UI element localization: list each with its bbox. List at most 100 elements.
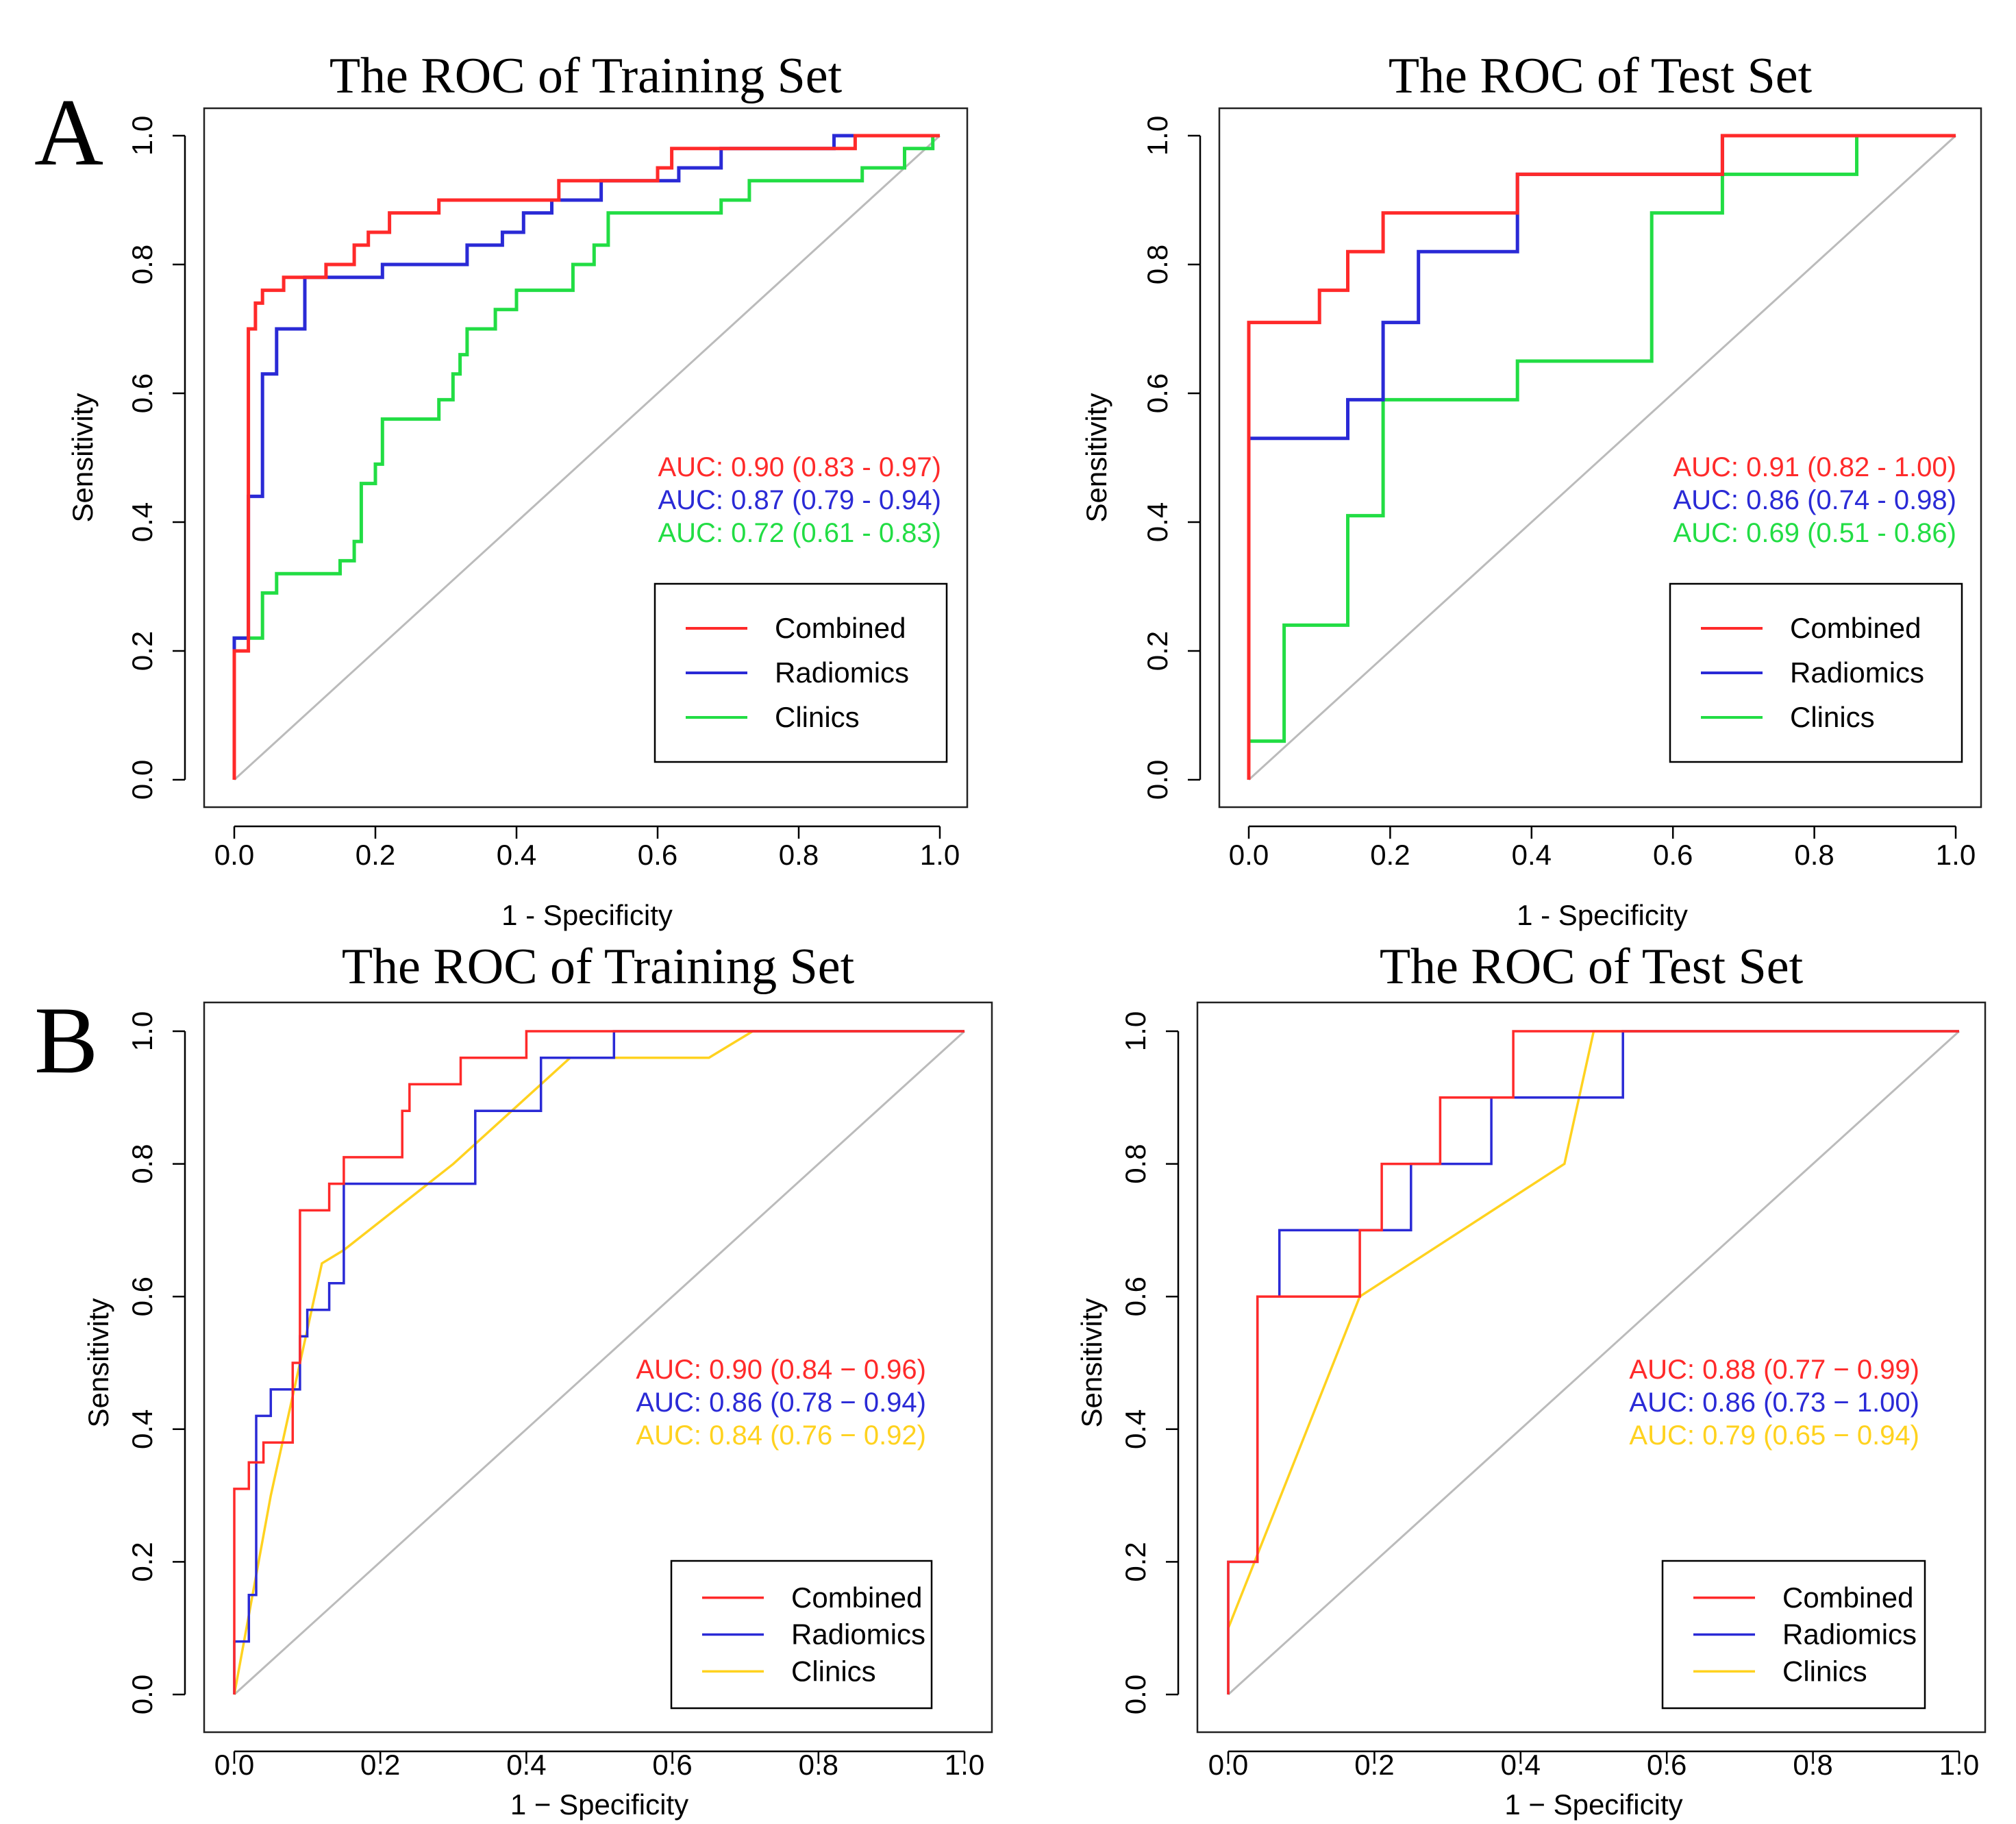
y-tick-label: 0.8 — [1119, 1144, 1152, 1183]
y-tick-label: 0.6 — [1141, 373, 1173, 413]
legend-label-clinics: Clinics — [791, 1655, 876, 1687]
legend-label-combined: Combined — [775, 612, 906, 644]
plots-container: The ROC of Training Set 0.0 0.2 0.4 0.6 0.8 1.… — [66, 48, 1987, 1821]
auc-label: AUC: 0.87 (0.79 - 0.94) — [658, 485, 941, 515]
y-tick-label: 0.4 — [1119, 1409, 1152, 1449]
x-tick-label: 0.2 — [1354, 1749, 1394, 1781]
y-tick-label: 0.0 — [126, 760, 158, 800]
x-tick-label: 1.0 — [1939, 1749, 1979, 1781]
chart-b-test: The ROC of Test Set 0.0 0.2 0.4 0.6 0.8 1.0 1 −… — [1075, 939, 1987, 1821]
auc-label: AUC: 0.90 (0.84 − 0.96) — [636, 1355, 926, 1385]
auc-label: AUC: 0.91 (0.82 - 1.00) — [1673, 452, 1956, 482]
chart-b-train: The ROC of Training Set 0.0 0.2 0.4 0.6 0.8 1.… — [82, 939, 993, 1821]
x-tick-label: 0.6 — [1647, 1749, 1687, 1781]
x-tick-label: 0.8 — [779, 839, 819, 871]
x-tick-label: 1.0 — [1936, 839, 1976, 871]
roc-curve-clinics — [233, 1030, 965, 1695]
chart-title: The ROC of Training Set — [342, 939, 855, 995]
auc-label: AUC: 0.86 (0.78 − 0.94) — [636, 1388, 926, 1418]
legend-label-clinics: Clinics — [775, 701, 860, 733]
y-tick-label: 0.8 — [1141, 245, 1173, 284]
x-tick-label: 0.0 — [1208, 1749, 1248, 1781]
y-tick-label: 0.0 — [1141, 760, 1173, 800]
legend-label-radiomics: Radiomics — [1790, 656, 1924, 689]
x-axis-label: 1 − Specificity — [1504, 1788, 1682, 1821]
auc-label: AUC: 0.86 (0.73 − 1.00) — [1629, 1388, 1919, 1418]
x-tick-label: 0.4 — [1512, 839, 1552, 871]
legend-label-radiomics: Radiomics — [1782, 1618, 1917, 1651]
roc-curve-radiomics — [233, 1030, 965, 1694]
x-tick-label: 1.0 — [920, 839, 960, 871]
legend: Combined Radiomics Clinics — [670, 1560, 933, 1710]
plot-frame — [203, 1001, 993, 1734]
y-axis-label: Sensitivity — [1080, 393, 1112, 522]
x-tick-label: 0.0 — [214, 839, 254, 871]
chart-title: The ROC of Training Set — [329, 48, 843, 104]
chart-a-test: The ROC of Test Set 0.0 0.2 0.4 0.6 0.8 1.0 1 -… — [1080, 48, 1982, 931]
roc-curve-combined — [1247, 134, 1956, 780]
x-tick-label: 0.8 — [1793, 1749, 1832, 1781]
roc-curve-combined — [233, 1030, 965, 1694]
legend-label-radiomics: Radiomics — [791, 1618, 925, 1651]
x-tick-label: 1.0 — [945, 1749, 984, 1781]
auc-label: AUC: 0.72 (0.61 - 0.83) — [658, 518, 941, 548]
x-tick-label: 0.6 — [1653, 839, 1693, 871]
legend-label-radiomics: Radiomics — [775, 656, 909, 689]
chart-title: The ROC of Test Set — [1380, 939, 1804, 995]
y-tick-label: 1.0 — [126, 1011, 158, 1051]
roc-curve-clinics — [1247, 134, 1956, 780]
diagonal-reference-line — [233, 1030, 966, 1696]
plot-frame — [1196, 1001, 1987, 1734]
y-tick-label: 0.2 — [126, 631, 158, 671]
legend: Combined Radiomics Clinics — [654, 582, 948, 763]
x-tick-label: 0.8 — [799, 1749, 838, 1781]
y-axis-label: Sensitivity — [1075, 1298, 1108, 1427]
y-tick-label: 0.0 — [1119, 1675, 1152, 1714]
y-tick-label: 1.0 — [1119, 1011, 1152, 1051]
x-tick-label: 0.4 — [506, 1749, 546, 1781]
auc-label: AUC: 0.69 (0.51 - 0.86) — [1673, 518, 1956, 548]
y-tick-label: 0.6 — [126, 373, 158, 413]
x-axis-label: 1 − Specificity — [510, 1788, 688, 1821]
y-tick-label: 0.4 — [126, 1409, 158, 1449]
chart-a-train: The ROC of Training Set 0.0 0.2 0.4 0.6 0.8 1.… — [66, 48, 969, 931]
legend: Combined Radiomics Clinics — [1661, 1560, 1926, 1710]
y-axis-label: Sensitivity — [82, 1298, 114, 1427]
auc-label: AUC: 0.86 (0.74 - 0.98) — [1673, 485, 1956, 515]
legend-label-clinics: Clinics — [1790, 701, 1875, 733]
x-tick-label: 0.0 — [214, 1749, 254, 1781]
legend-label-combined: Combined — [791, 1581, 922, 1614]
y-tick-label: 0.2 — [126, 1542, 158, 1581]
x-tick-label: 0.2 — [1370, 839, 1410, 871]
plot-frame — [1218, 107, 1982, 809]
x-tick-label: 0.0 — [1229, 839, 1269, 871]
legend-label-clinics: Clinics — [1782, 1655, 1867, 1687]
x-tick-label: 0.4 — [1501, 1749, 1541, 1781]
y-tick-label: 0.6 — [1119, 1277, 1152, 1316]
y-tick-label: 0.8 — [126, 1144, 158, 1183]
y-tick-label: 0.0 — [126, 1675, 158, 1714]
roc-curve-combined — [232, 134, 940, 780]
roc-curve-radiomics — [232, 134, 940, 780]
x-tick-label: 0.2 — [360, 1749, 400, 1781]
x-axis-label: 1 - Specificity — [501, 899, 673, 931]
diagonal-reference-line — [1227, 1030, 1961, 1696]
x-axis-label: 1 - Specificity — [1517, 899, 1688, 931]
y-tick-label: 1.0 — [1141, 116, 1173, 156]
y-tick-label: 0.6 — [126, 1277, 158, 1316]
auc-label: AUC: 0.84 (0.76 − 0.92) — [636, 1420, 926, 1451]
y-tick-label: 0.2 — [1119, 1542, 1152, 1581]
y-tick-label: 1.0 — [126, 116, 158, 156]
y-tick-label: 0.4 — [1141, 502, 1173, 542]
x-tick-label: 0.6 — [652, 1749, 692, 1781]
auc-label: AUC: 0.88 (0.77 − 0.99) — [1629, 1355, 1919, 1385]
y-tick-label: 0.8 — [126, 245, 158, 284]
legend-label-combined: Combined — [1782, 1581, 1913, 1614]
x-tick-label: 0.8 — [1794, 839, 1834, 871]
roc-curve-combined — [1227, 1030, 1959, 1694]
diagonal-reference-line — [233, 134, 941, 781]
legend: Combined Radiomics Clinics — [1669, 582, 1963, 763]
panel-letter-a: A — [34, 79, 103, 186]
x-tick-label: 0.4 — [497, 839, 536, 871]
